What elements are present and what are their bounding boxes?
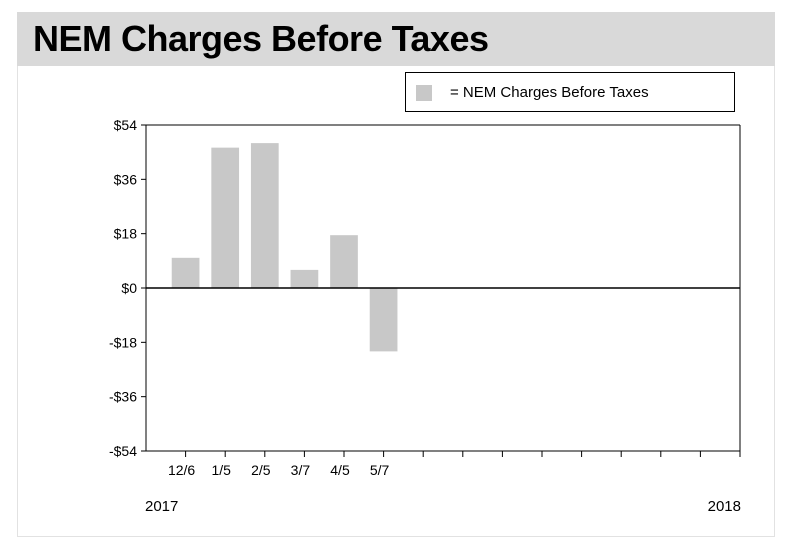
y-tick-label: $54 bbox=[114, 117, 138, 133]
bar bbox=[369, 288, 398, 352]
legend: = NEM Charges Before Taxes bbox=[405, 72, 735, 112]
legend-swatch bbox=[416, 85, 432, 101]
year-label-start: 2017 bbox=[145, 498, 178, 515]
y-tick-label: $0 bbox=[121, 280, 137, 296]
y-tick-label: -$18 bbox=[109, 334, 137, 350]
bar bbox=[171, 257, 200, 288]
y-tick-label: -$54 bbox=[109, 443, 137, 459]
title-band bbox=[17, 12, 775, 66]
legend-label: = NEM Charges Before Taxes bbox=[450, 84, 649, 101]
x-tick-label: 2/5 bbox=[251, 462, 271, 478]
x-tick-label: 12/6 bbox=[168, 462, 195, 478]
chart-title: NEM Charges Before Taxes bbox=[33, 18, 489, 59]
y-tick-label: $18 bbox=[114, 226, 138, 242]
x-tick-label: 4/5 bbox=[330, 462, 350, 478]
bar bbox=[290, 269, 319, 288]
year-label-end: 2018 bbox=[708, 498, 741, 515]
x-tick-label: 3/7 bbox=[291, 462, 311, 478]
bar bbox=[211, 147, 240, 288]
x-tick-label: 5/7 bbox=[370, 462, 390, 478]
x-tick-label: 1/5 bbox=[211, 462, 231, 478]
y-tick-label: $36 bbox=[114, 171, 138, 187]
bar bbox=[330, 235, 358, 288]
bar bbox=[250, 143, 279, 288]
y-tick-label: -$36 bbox=[109, 389, 137, 405]
